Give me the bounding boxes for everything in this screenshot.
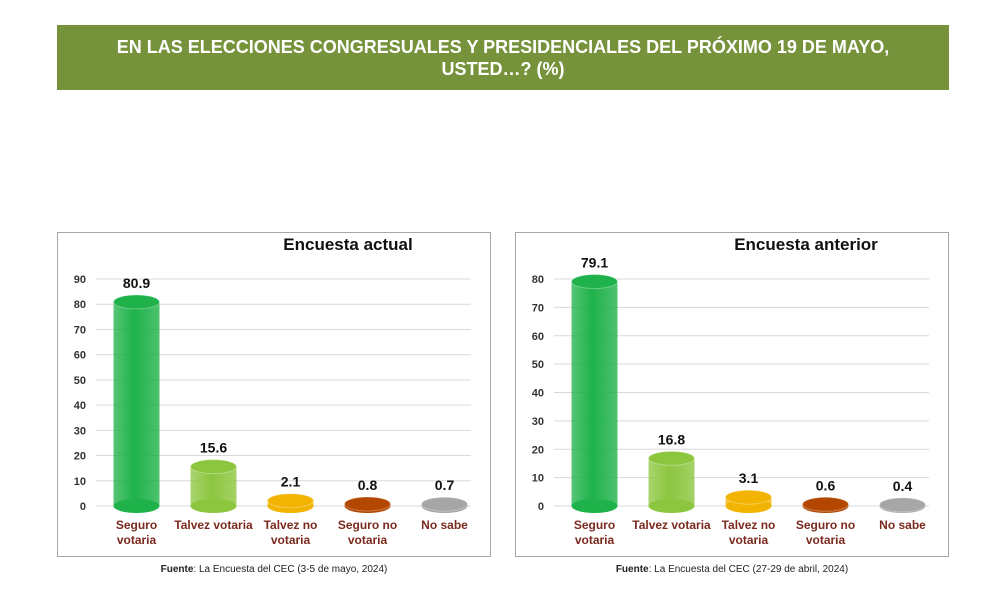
y-tick-label: 40: [74, 400, 86, 412]
chart: Encuesta anterior 0 10 20 30 40 50 60 70 80 79.1 Se…: [515, 232, 949, 557]
y-tick-label: 80: [74, 299, 86, 311]
value-label: 15.6: [200, 440, 227, 456]
x-tick-label: Talvez no votaria: [263, 518, 318, 547]
y-tick-label: 50: [532, 359, 544, 371]
y-tick-label: 10: [532, 473, 544, 485]
y-tick-label: 20: [74, 451, 86, 463]
y-tick-label: 30: [74, 425, 86, 437]
x-tick-label: Seguro votaria: [115, 518, 158, 547]
x-tick-label-box: No sabe: [879, 518, 926, 532]
bar-top: [725, 489, 772, 505]
y-tick-label: 50: [74, 375, 86, 387]
y-tick-label: 90: [74, 274, 86, 286]
x-tick-label: Seguro votaria: [573, 518, 616, 547]
source-label: Fuente: [615, 564, 649, 575]
value-label: 0.8: [358, 477, 378, 493]
value-label: 3.1: [739, 470, 759, 486]
bar-top: [267, 493, 314, 509]
page-title: EN LAS ELECCIONES CONGRESUALES Y PRESIDE…: [57, 25, 949, 90]
bar: [571, 281, 618, 506]
x-tick-label: Talvez votaria: [632, 518, 711, 532]
bar-top: [648, 450, 695, 466]
x-tick-label: Seguro no votaria: [795, 518, 856, 547]
chart-title: Encuesta anterior: [734, 235, 878, 254]
value-label: 0.7: [435, 477, 455, 493]
bar-top: [879, 497, 926, 513]
y-tick-label: 60: [74, 350, 86, 362]
value-label: 16.8: [658, 431, 685, 447]
bar-top: [190, 459, 237, 475]
bar-top: [571, 274, 618, 290]
x-tick-label-box: Seguro votaria: [115, 518, 158, 547]
value-label: 2.1: [281, 474, 301, 490]
x-tick-label-box: Seguro no votaria: [795, 518, 856, 547]
source-text: : La Encuesta del CEC (27-29 de abril, 2…: [648, 564, 849, 575]
bar-top: [344, 496, 391, 512]
value-label: 0.6: [816, 477, 836, 493]
y-tick-label: 70: [532, 302, 544, 314]
x-tick-label: No sabe: [421, 518, 468, 532]
x-tick-label: Talvez votaria: [174, 518, 253, 532]
value-label: 80.9: [123, 275, 150, 291]
x-tick-label-box: Talvez no votaria: [263, 518, 318, 547]
value-label: 79.1: [581, 255, 608, 271]
source-label: Fuente: [160, 564, 194, 575]
chart: Encuesta actual 0 10 20 30 40 50 60 70 80 90 80.9 Se…: [57, 232, 491, 557]
y-tick-label: 30: [532, 416, 544, 428]
bar-top: [802, 496, 849, 512]
x-tick-label-box: No sabe: [421, 518, 468, 532]
y-tick-label: 10: [74, 476, 86, 488]
x-tick-label: Talvez no votaria: [721, 518, 776, 547]
source-text: : La Encuesta del CEC (3-5 de mayo, 2024…: [193, 564, 388, 575]
chart-title: Encuesta actual: [283, 235, 412, 254]
x-tick-label-box: Seguro no votaria: [337, 518, 398, 547]
source: Fuente: La Encuesta del CEC (27-29 de ab…: [515, 564, 949, 575]
y-tick-label: 60: [532, 331, 544, 343]
bar: [648, 458, 695, 506]
y-tick-label: 0: [538, 501, 544, 513]
y-tick-label: 20: [532, 444, 544, 456]
x-tick-label-box: Talvez votaria: [632, 518, 711, 532]
x-tick-label-box: Talvez no votaria: [721, 518, 776, 547]
x-tick-label-box: Talvez votaria: [174, 518, 253, 532]
x-tick-label: No sabe: [879, 518, 926, 532]
y-tick-label: 70: [74, 324, 86, 336]
y-tick-label: 40: [532, 388, 544, 400]
bar: [113, 301, 160, 506]
y-tick-label: 80: [532, 274, 544, 286]
bar-top: [113, 294, 160, 310]
value-label: 0.4: [893, 478, 913, 494]
y-tick-label: 0: [80, 501, 86, 513]
source: Fuente: La Encuesta del CEC (3-5 de mayo…: [57, 564, 491, 575]
x-tick-label-box: Seguro votaria: [573, 518, 616, 547]
bar-top: [421, 496, 468, 512]
x-tick-label: Seguro no votaria: [337, 518, 398, 547]
